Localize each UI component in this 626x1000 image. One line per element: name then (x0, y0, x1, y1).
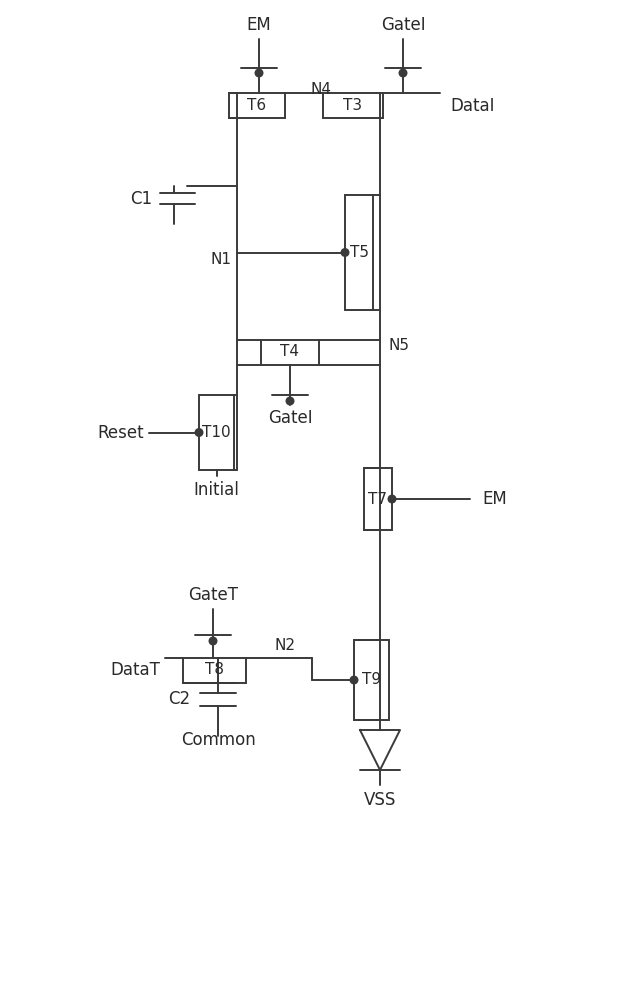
Text: Common: Common (181, 731, 255, 749)
Text: EM: EM (482, 490, 507, 508)
Bar (261, 340, 319, 365)
Text: T3: T3 (344, 98, 362, 113)
Text: C1: C1 (130, 190, 152, 208)
Circle shape (342, 249, 349, 256)
Bar (229, 93, 285, 118)
Text: T8: T8 (205, 662, 224, 678)
Text: GateI: GateI (268, 409, 312, 427)
Text: Initial: Initial (193, 481, 239, 499)
Text: VSS: VSS (364, 791, 396, 809)
Bar (199, 395, 234, 470)
Text: DataT: DataT (110, 661, 160, 679)
Bar (183, 658, 246, 683)
Text: N2: N2 (274, 639, 295, 654)
Text: GateI: GateI (381, 16, 425, 34)
Bar (364, 468, 392, 530)
Circle shape (195, 429, 202, 436)
Bar (345, 195, 373, 310)
Text: T4: T4 (280, 344, 299, 360)
Text: T6: T6 (247, 98, 267, 113)
Text: T9: T9 (362, 672, 381, 688)
Text: T5: T5 (349, 245, 369, 260)
Text: GateT: GateT (188, 586, 238, 604)
Circle shape (287, 397, 294, 404)
Text: N4: N4 (310, 83, 331, 98)
Bar (323, 93, 383, 118)
Text: T10: T10 (202, 425, 231, 440)
Text: C2: C2 (168, 690, 190, 708)
Circle shape (255, 70, 262, 77)
Circle shape (389, 495, 396, 502)
Text: N5: N5 (388, 338, 409, 353)
Circle shape (399, 70, 406, 77)
Text: N1: N1 (210, 252, 231, 267)
Text: T7: T7 (369, 491, 387, 506)
Bar (354, 640, 389, 720)
Circle shape (351, 676, 357, 684)
Circle shape (210, 638, 217, 645)
Text: EM: EM (247, 16, 272, 34)
Text: Reset: Reset (98, 424, 144, 442)
Text: DataI: DataI (450, 97, 495, 115)
